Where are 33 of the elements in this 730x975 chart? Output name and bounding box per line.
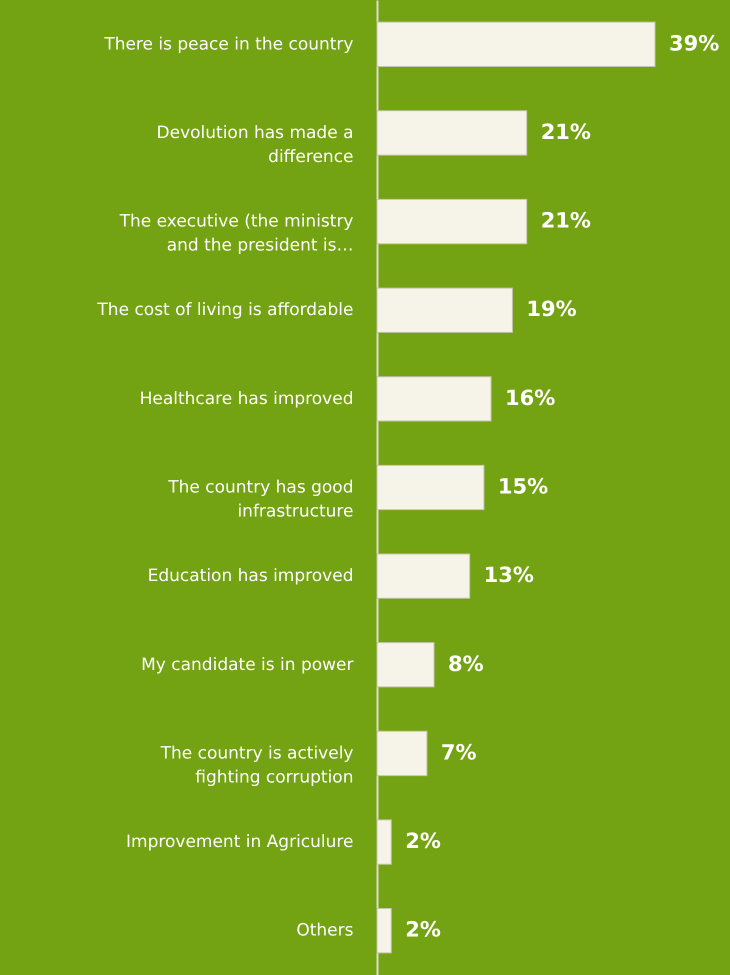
y-tick-label: My candidate is in power [141,654,354,675]
y-tick-label: The country has good infrastructure [167,478,354,522]
data-label: 7% [440,740,477,764]
bar [376,908,392,954]
data-label: 2% [405,918,441,942]
bar [376,819,392,865]
bar [376,22,656,67]
bar [376,464,484,510]
y-tick-label: Healthcare has improved [140,388,354,409]
y-tick-label: The executive (the ministry and the president is… [118,212,354,256]
bar [376,110,528,156]
y-tick-label: Education has improved [148,566,354,586]
bar [376,730,428,776]
bar [376,553,470,599]
bar [376,198,528,244]
bar [376,288,513,333]
data-label: 8% [448,652,484,676]
data-label: 21% [540,120,591,144]
y-tick-label: Others [296,920,354,941]
data-label: 13% [484,563,534,588]
data-label: 21% [540,208,591,233]
data-label: 2% [405,829,441,854]
data-label: 39% [669,31,720,56]
bar [376,642,435,688]
y-tick-label: The cost of living is affordable [96,300,354,320]
bar [376,376,492,422]
y-tick-label: The country is actively fighting corruption [160,743,354,788]
y-tick-label: Devolution has made a difference [156,122,354,167]
y-tick-label: Improvement in Agriculure [126,832,354,852]
data-label: 16% [505,386,556,410]
data-label: 15% [498,474,548,498]
data-label: 19% [526,297,577,322]
y-tick-label: There is peace in the country [103,34,354,54]
